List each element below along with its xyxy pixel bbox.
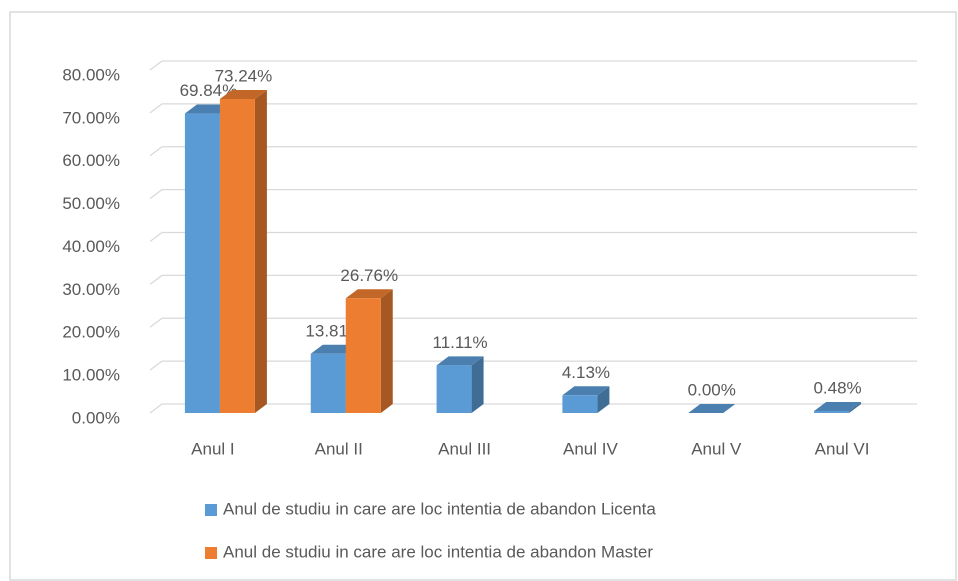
x-tick-label: Anul I <box>191 439 234 458</box>
bar-side <box>849 401 862 413</box>
bar-top <box>562 386 610 396</box>
bar-side <box>380 289 393 413</box>
x-tick-label: Anul VI <box>815 439 870 458</box>
y-tick-label: 50.00% <box>62 194 120 213</box>
data-label: 69.84% <box>180 81 238 100</box>
x-tick-label: Anul II <box>315 439 363 458</box>
grid-line-side <box>149 274 163 285</box>
bar <box>310 353 346 413</box>
grid-line-side <box>149 60 163 71</box>
bar-top <box>814 401 862 411</box>
grid-line-side <box>149 317 163 328</box>
y-tick-label: 30.00% <box>62 280 120 299</box>
data-label: 0.00% <box>688 380 736 399</box>
legend-swatch <box>205 504 217 516</box>
legend-label: Anul de studiu in care are loc intentia … <box>223 542 653 561</box>
bar-side <box>597 386 610 413</box>
chart-border <box>9 11 957 581</box>
bar-top <box>688 404 736 413</box>
bar <box>814 410 850 413</box>
bar <box>184 113 220 413</box>
grid-line-side <box>149 146 163 157</box>
y-tick-label: 10.00% <box>62 366 120 385</box>
x-tick-label: Anul III <box>438 439 491 458</box>
grid-line-side <box>149 189 163 200</box>
y-tick-label: 70.00% <box>62 108 120 127</box>
bar-top <box>345 289 393 299</box>
data-label: 73.24% <box>215 66 273 85</box>
legend-swatch <box>205 547 217 559</box>
x-tick-label: Anul V <box>691 439 742 458</box>
data-label: 4.13% <box>562 363 610 382</box>
grid-line-side <box>149 103 163 114</box>
bar-top <box>219 89 267 99</box>
x-tick-label: Anul IV <box>563 439 618 458</box>
data-label: 0.48% <box>813 378 861 397</box>
bar <box>562 395 598 413</box>
bar-side <box>254 89 267 414</box>
data-label: 26.76% <box>340 266 398 285</box>
y-tick-label: 40.00% <box>62 237 120 256</box>
bar <box>436 365 472 413</box>
data-label: 11.11% <box>433 333 488 352</box>
bar-top <box>436 356 484 366</box>
bar <box>219 98 255 414</box>
y-tick-label: 0.00% <box>72 408 120 427</box>
legend-label: Anul de studiu in care are loc intentia … <box>223 499 656 518</box>
y-tick-label: 60.00% <box>62 151 120 170</box>
grid-line-side <box>149 403 163 414</box>
grid-line-side <box>149 360 163 371</box>
y-tick-label: 80.00% <box>62 65 120 84</box>
y-tick-label: 20.00% <box>62 323 120 342</box>
grid-line-side <box>149 231 163 243</box>
bar-side <box>471 356 484 413</box>
bar <box>345 298 381 413</box>
